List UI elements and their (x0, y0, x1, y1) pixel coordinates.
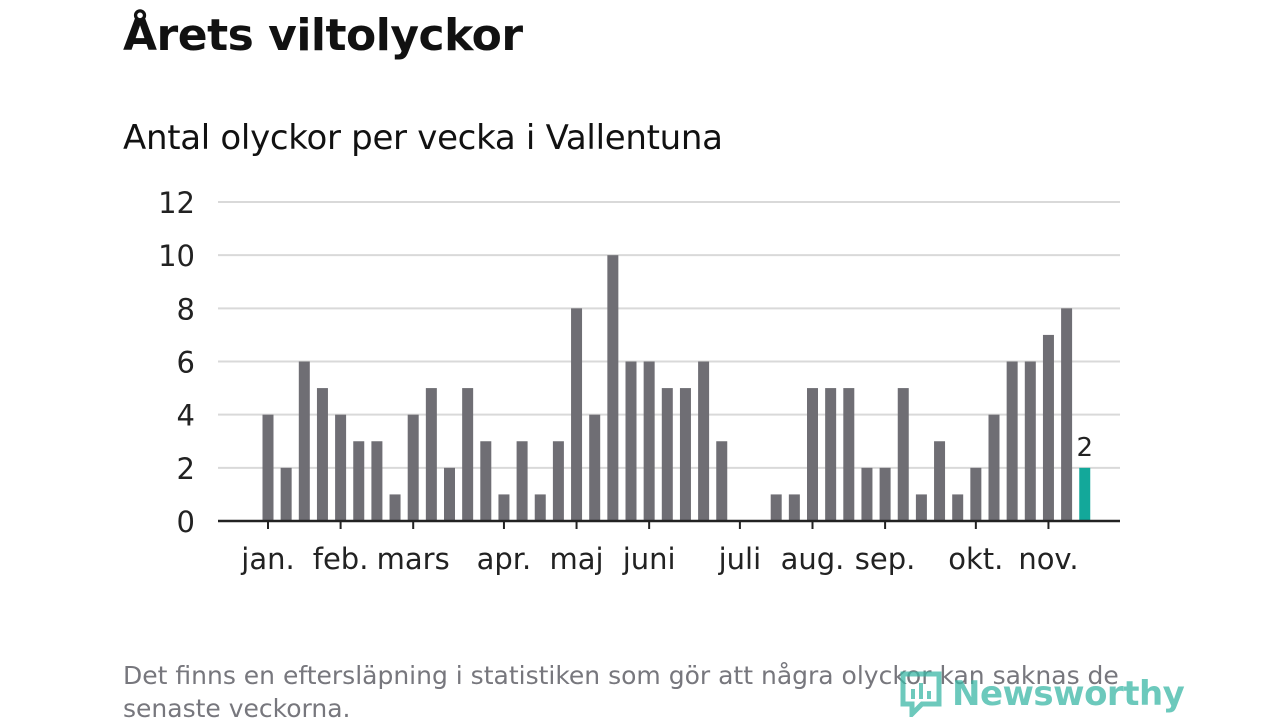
bar (1042, 334, 1054, 521)
newsworthy-logo-icon (900, 671, 942, 717)
bar (480, 441, 492, 521)
highlighted-bar (1079, 467, 1091, 521)
bar (825, 388, 837, 521)
bar (879, 467, 891, 521)
bar (552, 441, 564, 521)
bar (298, 361, 310, 521)
bar (407, 414, 419, 521)
y-tick-label: 8 (177, 292, 195, 326)
x-tick-label: aug. (781, 542, 845, 576)
bar (389, 494, 401, 521)
bar-chart: 0 2 4 6 8 10 12 2 jan. feb. mars apr. maj juni juli aug… (158, 186, 1120, 576)
bar (807, 388, 818, 521)
bar (589, 414, 601, 521)
bar (498, 494, 510, 521)
x-tick-label: nov. (1018, 542, 1078, 576)
x-tick-label: mars (377, 542, 450, 576)
bar (462, 388, 474, 521)
bar (516, 441, 528, 521)
chart-subtitle: Antal olyckor per vecka i Vallentuna (123, 118, 723, 158)
x-tick-label: sep. (855, 542, 916, 576)
bar (1024, 361, 1036, 521)
brand-logo: Newsworthy (900, 668, 1185, 720)
bar (897, 388, 909, 521)
x-tick-label: juni (622, 542, 676, 576)
bar (970, 467, 982, 521)
x-tick-label: juli (718, 542, 762, 576)
y-tick-label: 0 (177, 505, 195, 539)
bar (643, 361, 655, 521)
bar (915, 494, 927, 521)
bar (861, 467, 873, 521)
bar (262, 414, 274, 521)
footnote: Det finns en eftersläpning i statistiken… (123, 661, 1119, 723)
bar (934, 441, 946, 521)
bar (788, 494, 800, 521)
brand-name: Newsworthy (952, 674, 1185, 714)
bar (335, 414, 347, 521)
bar (534, 494, 546, 521)
bar (425, 388, 437, 521)
x-tick-label: maj (550, 542, 604, 576)
bar (353, 441, 365, 521)
bar (679, 388, 691, 521)
bar (371, 441, 383, 521)
x-tick-label: feb. (313, 542, 369, 576)
bar (571, 308, 583, 521)
y-tick-label: 10 (158, 239, 195, 273)
bar (661, 388, 673, 521)
data-label: 2 (1076, 433, 1093, 463)
y-tick-label: 12 (158, 186, 195, 220)
bar (607, 255, 619, 521)
x-tick-label: okt. (948, 542, 1003, 576)
y-tick-label: 4 (177, 399, 195, 433)
bar (1061, 308, 1073, 521)
chart-title: Årets viltolyckor (123, 10, 523, 61)
bar (843, 388, 855, 521)
bar (280, 467, 292, 521)
y-tick-label: 6 (177, 346, 195, 380)
bar (770, 494, 782, 521)
bar (1006, 361, 1018, 521)
bar (698, 361, 710, 521)
bar (444, 467, 455, 521)
bar (988, 414, 1000, 521)
bar (952, 494, 964, 521)
y-tick-label: 2 (177, 452, 195, 486)
bar (625, 361, 637, 521)
bar (316, 388, 328, 521)
bar (716, 441, 728, 521)
x-tick-label: jan. (240, 542, 294, 576)
x-tick-label: apr. (477, 542, 532, 576)
